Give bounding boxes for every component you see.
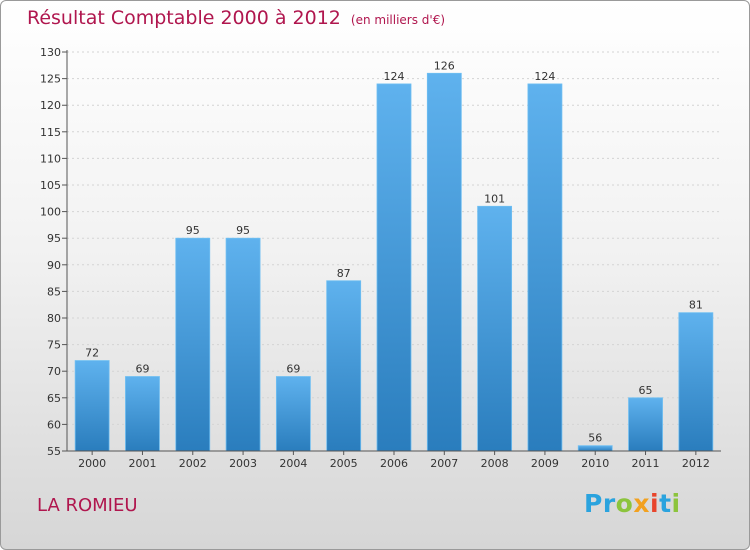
y-tick-label: 110 [40, 152, 61, 165]
bar-2009 [527, 83, 563, 452]
value-label-2006: 124 [384, 70, 405, 83]
y-tick-label: 55 [47, 445, 61, 458]
logo-letter: i [671, 489, 681, 518]
chart-unit-text: (en milliers d'€) [350, 13, 446, 27]
x-tick-label-2003: 2003 [229, 457, 257, 470]
value-label-2008: 101 [484, 192, 505, 205]
bar-2010 [577, 445, 613, 452]
value-label-2011: 65 [639, 384, 653, 397]
y-tick-label: 80 [47, 312, 61, 325]
y-tick-label: 60 [47, 418, 61, 431]
x-tick-label-2004: 2004 [279, 457, 307, 470]
value-label-2000: 72 [85, 347, 99, 360]
bar-2005 [326, 280, 362, 452]
value-label-2010: 56 [588, 432, 602, 445]
value-label-2003: 95 [236, 224, 250, 237]
value-label-2012: 81 [689, 299, 703, 312]
bar-2001 [125, 376, 160, 452]
x-tick-label-2011: 2011 [632, 457, 660, 470]
bar-2004 [275, 376, 311, 452]
value-label-2001: 69 [135, 363, 149, 376]
bar-2000 [74, 360, 110, 452]
x-tick-label-2006: 2006 [380, 457, 408, 470]
y-tick-label: 120 [40, 99, 61, 112]
logo-letter: o [615, 489, 634, 518]
chart-title: Résultat Comptable 2000 à 2012 (en millie… [27, 7, 445, 29]
bars [74, 72, 714, 452]
value-label-2007: 126 [434, 59, 455, 72]
y-tick-label: 95 [47, 232, 61, 245]
y-tick-label: 130 [40, 46, 61, 59]
logo-letter: x [633, 489, 650, 518]
logo-letter: P [584, 489, 603, 518]
y-tick-label: 70 [47, 365, 61, 378]
x-tick-label-2009: 2009 [531, 457, 559, 470]
logo-letter: r [602, 489, 616, 518]
bar-2011 [628, 397, 663, 452]
proxiti-logo[interactable]: Proxiti [584, 489, 681, 518]
x-tick-label-2008: 2008 [481, 457, 509, 470]
bar-2008 [477, 205, 513, 452]
chart-title-text: Résultat Comptable 2000 à 2012 [27, 7, 341, 29]
y-tick-label: 90 [47, 259, 61, 272]
y-tick-label: 125 [40, 73, 61, 86]
x-tick-label-2002: 2002 [179, 457, 207, 470]
y-tick-label: 115 [40, 126, 61, 139]
axes: 55 60 65 70 75 80 85 90 95 100 105 110 115 120 125 130 [40, 46, 721, 458]
bar-2012 [678, 312, 714, 452]
bar-2002 [175, 237, 211, 452]
value-label-2005: 87 [337, 267, 351, 280]
y-tick-label: 75 [47, 339, 61, 352]
logo-letter: i [650, 489, 660, 518]
x-tick-label-2010: 2010 [581, 457, 609, 470]
x-tick-label-2000: 2000 [78, 457, 106, 470]
city-name: LA ROMIEU [37, 495, 138, 516]
y-tick-label: 85 [47, 285, 61, 298]
x-tick-label-2012: 2012 [682, 457, 710, 470]
value-label-2009: 124 [534, 70, 555, 83]
x-tick-label-2005: 2005 [330, 457, 358, 470]
x-tick-label-2001: 2001 [128, 457, 156, 470]
y-tick-label: 100 [40, 206, 61, 219]
y-tick-label: 105 [40, 179, 61, 192]
logo-letter: t [659, 489, 672, 518]
bar-2007 [426, 72, 462, 452]
labels: 72 2000 69 2001 95 2002 95 2003 69 2004 87 2005 124 2… [78, 59, 710, 470]
value-label-2004: 69 [286, 363, 300, 376]
y-tick-label: 65 [47, 392, 61, 405]
x-tick-label-2007: 2007 [430, 457, 458, 470]
bar-2003 [225, 237, 261, 452]
bar-2006 [376, 83, 412, 452]
value-label-2002: 95 [186, 224, 200, 237]
